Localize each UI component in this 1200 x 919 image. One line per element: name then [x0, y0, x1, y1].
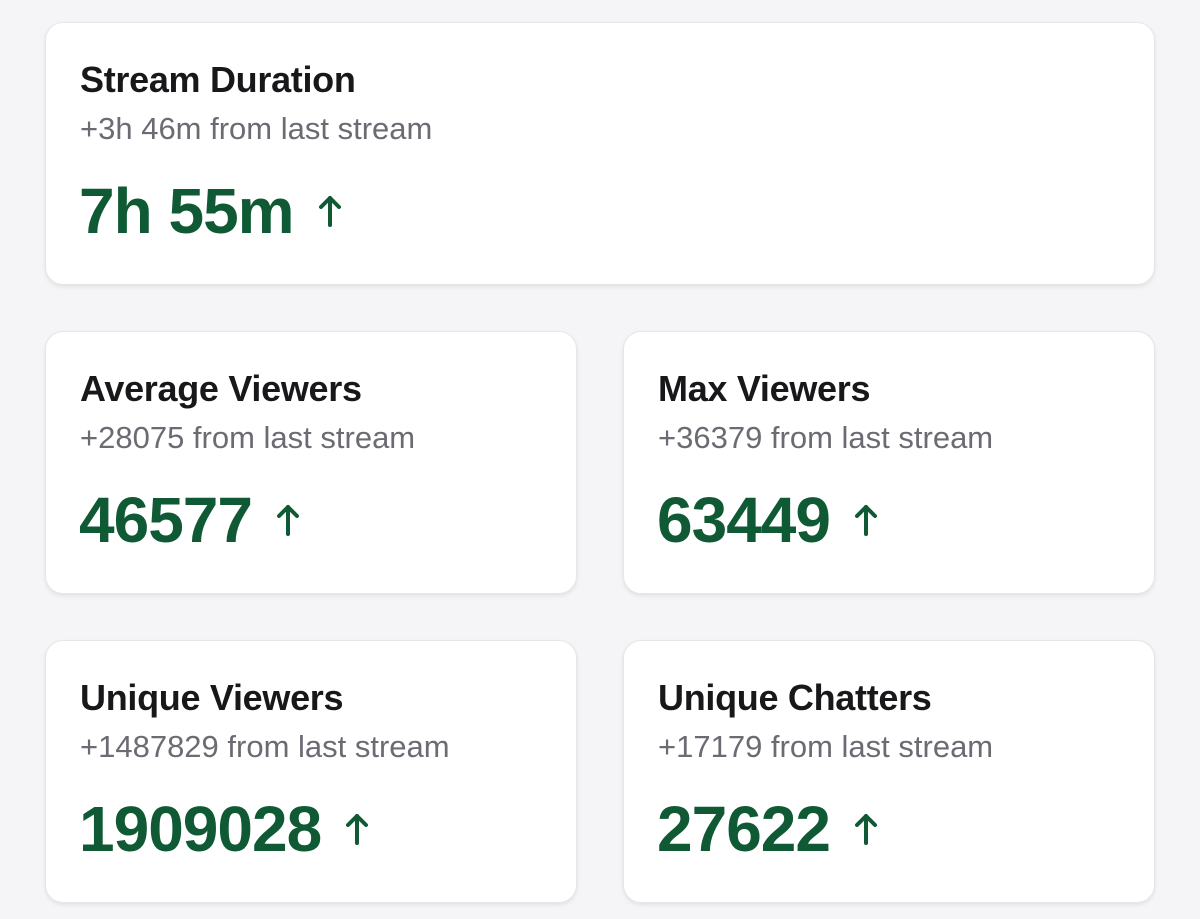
- card-value-row: 1909028: [79, 797, 369, 861]
- stat-card-unique-chatters: Unique Chatters +17179 from last stream …: [623, 640, 1155, 903]
- card-title: Stream Duration: [80, 59, 356, 100]
- arrow-up-icon: [276, 505, 299, 536]
- arrow-up-icon: [346, 814, 369, 845]
- card-subtitle: +1487829 from last stream: [80, 729, 450, 764]
- card-subtitle: +17179 from last stream: [658, 729, 994, 764]
- card-value: 63449: [657, 484, 831, 556]
- stat-card-stream-duration: Stream Duration +3h 46m from last stream…: [45, 22, 1155, 285]
- card-subtitle: +3h 46m from last stream: [80, 111, 433, 146]
- card-value-row: 46577: [79, 488, 300, 552]
- card-title: Unique Viewers: [80, 677, 344, 718]
- stat-card-average-viewers: Average Viewers +28075 from last stream …: [45, 331, 577, 594]
- card-value: 1909028: [79, 793, 322, 865]
- stat-card-max-viewers: Max Viewers +36379 from last stream 6344…: [623, 331, 1155, 594]
- card-value: 27622: [657, 793, 831, 865]
- arrow-up-icon: [854, 505, 877, 536]
- card-title: Unique Chatters: [658, 677, 932, 718]
- card-value-row: 7h 55m: [79, 179, 342, 243]
- card-value: 7h 55m: [79, 175, 295, 247]
- card-value: 46577: [79, 484, 253, 556]
- arrow-up-icon: [854, 814, 877, 845]
- card-value-row: 27622: [657, 797, 878, 861]
- card-title: Average Viewers: [80, 368, 362, 409]
- arrow-up-icon: [318, 196, 341, 227]
- card-title: Max Viewers: [658, 368, 871, 409]
- stat-card-unique-viewers: Unique Viewers +1487829 from last stream…: [45, 640, 577, 903]
- card-subtitle: +28075 from last stream: [80, 420, 416, 455]
- card-value-row: 63449: [657, 488, 878, 552]
- card-subtitle: +36379 from last stream: [658, 420, 994, 455]
